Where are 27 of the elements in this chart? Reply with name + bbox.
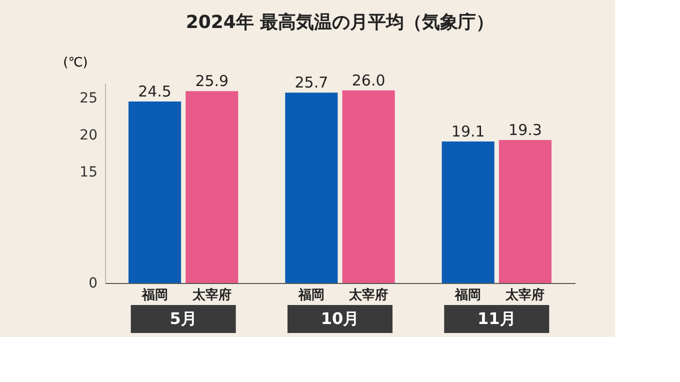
data-label: 25.7 [294, 74, 328, 92]
data-label: 19.3 [508, 121, 542, 140]
y-tick-label: 20 [80, 127, 98, 144]
y-axis-title: (℃) [63, 56, 88, 70]
data-label: 24.5 [138, 82, 172, 101]
data-label: 25.9 [195, 72, 229, 90]
text: 太宰府 [506, 288, 545, 303]
x-tick-label: 11月 [478, 309, 516, 328]
text: 太宰府 [349, 288, 388, 303]
text: 福岡 [298, 288, 324, 303]
x-tick-label: 5月 [170, 309, 197, 328]
chart-title: 2024年 最高気温の月平均（気象庁） [186, 12, 494, 33]
text: 福岡 [455, 288, 482, 303]
x-tick-label: 10月 [320, 309, 360, 328]
bar [128, 102, 182, 283]
series-label: 太宰府 [191, 287, 232, 303]
y-tick-label: 15 [80, 164, 98, 180]
data-label: 19.1 [451, 122, 485, 141]
bar [342, 90, 395, 283]
data-label: 26.0 [352, 71, 386, 90]
bar [285, 92, 338, 283]
y-tick-label: 0 [88, 276, 98, 292]
bar [498, 140, 552, 283]
bar [442, 142, 494, 283]
series-label: 福岡 [140, 287, 168, 303]
y-tick-label: 25 [80, 90, 98, 106]
bar [186, 91, 238, 283]
